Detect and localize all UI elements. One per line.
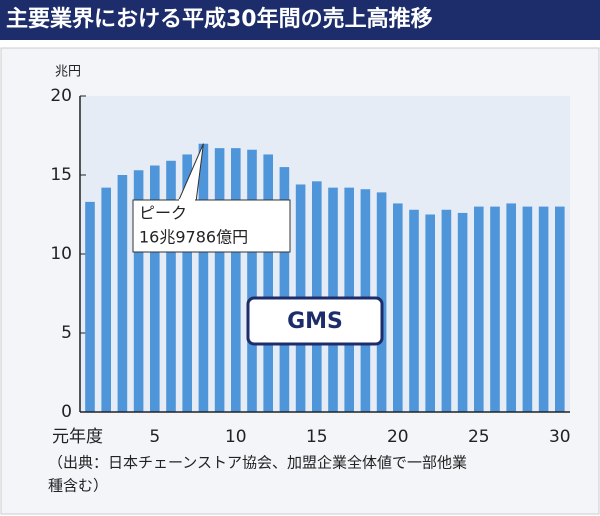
- bar: [506, 203, 516, 412]
- x-tick-label: 30: [549, 427, 571, 447]
- bar: [150, 165, 160, 412]
- bar: [214, 148, 225, 412]
- y-tick-label: 0: [61, 402, 72, 422]
- source-note: 種含む）: [48, 477, 108, 495]
- source-note: （出典：日本チェーンストア協会、加盟企業全体値で一部他業: [48, 454, 467, 472]
- bar: [263, 154, 273, 412]
- y-tick-label: 20: [50, 86, 72, 106]
- bar: [538, 206, 549, 412]
- bar: [474, 206, 484, 412]
- y-tick-label: 10: [50, 244, 72, 264]
- bar: [490, 206, 500, 412]
- bar: [457, 212, 468, 412]
- x-tick-label: 5: [149, 427, 160, 447]
- bar: [85, 201, 95, 412]
- bar: [555, 206, 565, 412]
- series-label: GMS: [287, 309, 343, 334]
- bar: [279, 167, 290, 412]
- x-tick-label: 15: [306, 427, 328, 447]
- bar: [166, 160, 176, 412]
- bar: [441, 209, 452, 412]
- title-bar: [0, 0, 600, 40]
- bar: [247, 149, 257, 412]
- y-tick-label: 5: [61, 323, 72, 343]
- annotation-text: ピーク: [139, 204, 187, 223]
- chart-title: 主要業界における平成30年間の売上高推移: [6, 6, 433, 32]
- annotation-box: [132, 199, 291, 253]
- bar: [409, 209, 419, 412]
- x-tick-label: 20: [387, 427, 409, 447]
- x-tick-label: 10: [225, 427, 247, 447]
- bar: [231, 148, 241, 412]
- series-label-box: [246, 296, 384, 346]
- bar: [133, 170, 144, 412]
- bar: [198, 143, 209, 413]
- annotation-text: 16兆9786億円: [139, 228, 248, 247]
- bar: [522, 206, 533, 412]
- plot-area: [80, 96, 570, 412]
- bar: [117, 175, 128, 412]
- y-axis-label: 兆円: [55, 65, 81, 80]
- bar: [425, 214, 435, 412]
- x-tick-label: 25: [468, 427, 490, 447]
- bar: [393, 203, 403, 412]
- x-tick-label: 元年度: [52, 427, 103, 447]
- bar: [182, 154, 192, 412]
- bar: [101, 187, 111, 412]
- y-tick-label: 15: [50, 165, 72, 185]
